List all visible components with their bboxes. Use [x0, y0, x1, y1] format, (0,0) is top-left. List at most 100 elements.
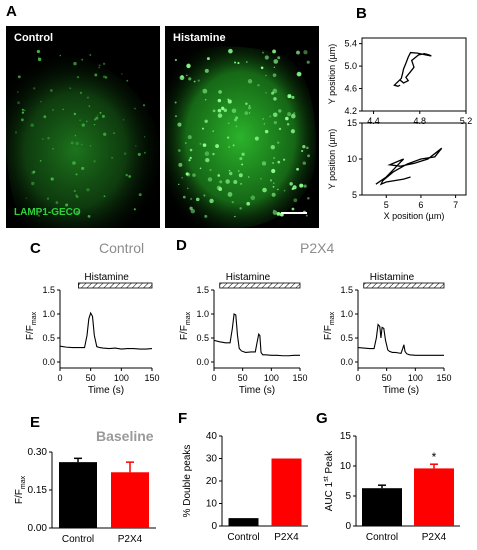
vesicle-dot	[192, 173, 196, 177]
vesicle-dot	[14, 131, 18, 134]
y-tick-label: 1.0	[196, 309, 209, 319]
category-label: Control	[366, 532, 398, 543]
vesicle-dot	[305, 214, 308, 217]
vesicle-dot	[206, 57, 210, 61]
x-tick-label: 5	[384, 200, 389, 210]
vesicle-dot	[217, 113, 223, 118]
bar-control	[362, 488, 402, 526]
scale-bar	[281, 212, 307, 214]
vesicle-dot	[272, 112, 278, 118]
vesicle-dot	[113, 132, 116, 135]
y-tick-label: 1.0	[340, 309, 353, 319]
vesicle-dot	[215, 144, 220, 148]
vesicle-dot	[86, 96, 89, 99]
vesicle-dot	[52, 148, 54, 150]
vesicle-dot	[135, 145, 137, 147]
vesicle-dot	[265, 92, 267, 94]
vesicle-dot	[207, 177, 213, 182]
category-label: Control	[227, 532, 259, 543]
vesicle-dot	[43, 115, 47, 119]
vesicle-dot	[203, 194, 206, 197]
vesicle-dot	[86, 188, 90, 192]
vesicle-dot	[188, 77, 192, 81]
vesicle-dot	[273, 66, 276, 68]
y-tick-label: 0	[211, 521, 217, 532]
bar-p2x4	[414, 468, 454, 526]
vesicle-dot	[76, 75, 80, 79]
vesicle-dot	[204, 68, 209, 73]
vesicle-dot	[212, 152, 215, 156]
vesicle-dot	[17, 101, 20, 105]
vesicle-dot	[75, 141, 79, 146]
y-tick-label: 40	[206, 431, 218, 442]
vesicle-dot	[93, 123, 96, 126]
vesicle-dot	[303, 184, 307, 188]
category-label: P2X4	[422, 532, 447, 543]
vesicle-dot	[244, 111, 249, 115]
vesicle-dot	[269, 179, 273, 182]
trajectory-line	[393, 51, 432, 87]
chart-f: 0 10 20 30 40 Control P2X4 % Double peaks	[182, 431, 308, 543]
axes-frame	[361, 122, 467, 196]
vesicle-dot	[33, 87, 36, 90]
vesicle-dot	[20, 118, 24, 122]
vesicle-dot	[273, 59, 279, 64]
chart-e: 0.00 0.15 0.30 Control P2X4 F/Fmax	[14, 447, 156, 545]
micrograph-control: Control LAMP1-GECO	[6, 26, 160, 228]
vesicle-dot	[204, 119, 208, 124]
vesicle-dot	[73, 189, 76, 193]
vesicle-dot	[193, 80, 196, 83]
micrograph-histamine-image	[165, 46, 316, 228]
vesicle-dot	[273, 182, 275, 184]
vesicle-dot	[111, 156, 113, 159]
vesicle-dot	[184, 142, 187, 145]
vesicle-dot	[143, 151, 146, 154]
vesicle-dot	[95, 116, 99, 120]
vesicle-dot	[89, 144, 92, 147]
vesicle-dot	[248, 112, 251, 114]
panel-label-a: A	[6, 3, 17, 20]
y-axis-label: F/Fmax	[25, 311, 38, 340]
y-tick-label: 0.5	[42, 333, 55, 343]
vesicle-dot	[189, 206, 193, 211]
vesicle-dot	[306, 60, 310, 64]
vesicle-dot	[98, 66, 100, 69]
vesicle-dot	[271, 192, 276, 197]
vesicle-dot	[41, 138, 44, 141]
vesicle-dot	[219, 180, 223, 184]
vesicle-dot	[272, 73, 277, 77]
y-tick-label: 10	[347, 154, 357, 164]
vesicle-dot	[202, 88, 208, 94]
vesicle-dot	[228, 169, 231, 172]
vesicle-dot	[181, 176, 183, 179]
vesicle-dot	[143, 136, 146, 138]
vesicle-dot	[17, 91, 19, 93]
vesicle-dot	[36, 49, 41, 54]
vesicle-dot	[125, 173, 128, 177]
vesicle-dot	[212, 130, 214, 132]
vesicle-dot	[217, 174, 221, 177]
vesicle-dot	[99, 111, 102, 114]
vesicle-dot	[286, 123, 290, 126]
vesicle-dot	[237, 61, 240, 65]
x-tick-label: 150	[292, 373, 307, 383]
vesicle-dot	[187, 135, 192, 140]
x-tick-label: 4.4	[367, 116, 380, 126]
vesicle-dot	[70, 141, 74, 145]
vesicle-dot	[204, 214, 208, 218]
axes-frame	[361, 37, 467, 112]
stimulus-label: Histamine	[84, 272, 129, 283]
vesicle-dot	[126, 79, 129, 82]
vesicle-dot	[235, 125, 238, 128]
y-tick-label: 5	[352, 190, 357, 200]
vesicle-dot	[234, 118, 237, 122]
chart-c: Histamine 0.0 0.5 1.0 1.5 0 50 100 150 Time (s) F/…	[25, 272, 160, 396]
vesicle-dot	[185, 172, 189, 176]
y-axis-label: AUC 1st Peak	[323, 450, 335, 511]
vesicle-dot	[287, 94, 292, 99]
micrograph-control-image	[6, 49, 160, 228]
vesicle-dot	[50, 177, 54, 181]
vesicle-dot	[291, 95, 295, 99]
header-baseline: Baseline	[96, 428, 154, 444]
vesicle-dot	[272, 162, 274, 164]
